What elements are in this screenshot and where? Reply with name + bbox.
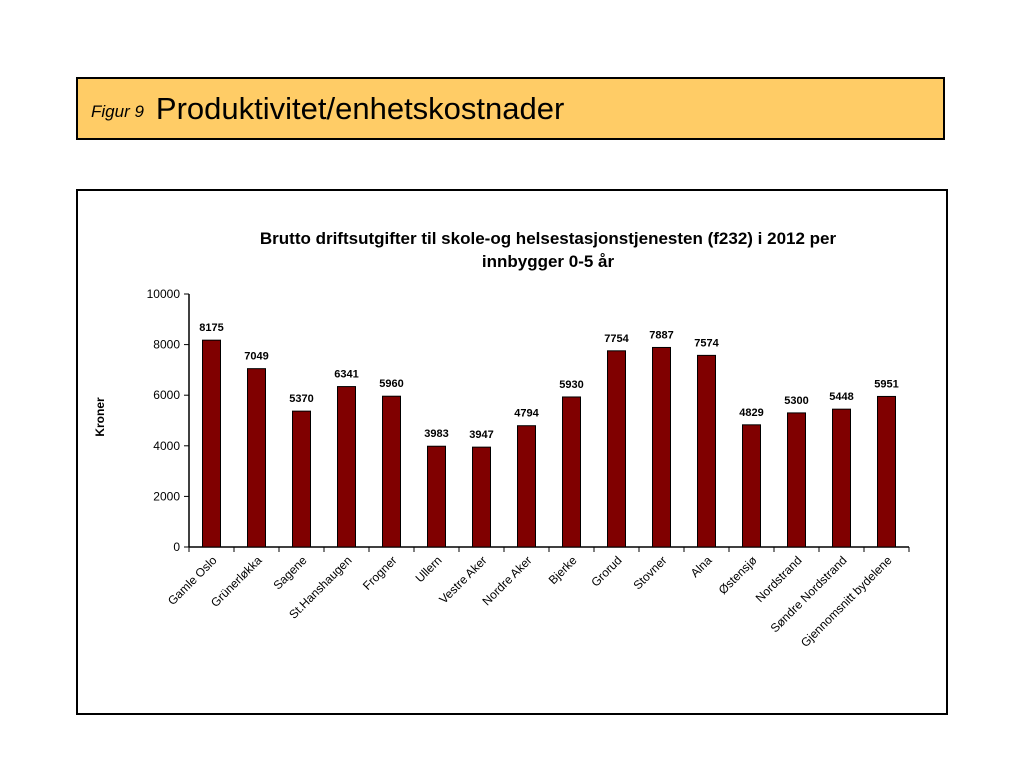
data-label: 4829 xyxy=(739,407,763,419)
category-label: Frogner xyxy=(360,553,400,593)
data-label: 3947 xyxy=(469,429,493,441)
bar xyxy=(292,410,311,548)
y-tick-label: 0 xyxy=(173,540,180,554)
bar xyxy=(832,408,851,548)
chart-frame: Brutto driftsutgifter til skole-og helse… xyxy=(76,189,948,715)
bar xyxy=(697,354,716,548)
bar xyxy=(202,339,221,548)
category-label: Ullern xyxy=(413,553,445,585)
data-label: 5930 xyxy=(559,379,583,391)
category-label: Søndre Nordstrand xyxy=(768,553,850,635)
bar xyxy=(337,386,356,548)
category-label: Sagene xyxy=(270,553,309,592)
data-label: 5448 xyxy=(829,391,853,403)
data-label: 8175 xyxy=(199,322,223,334)
bar xyxy=(517,425,536,548)
data-label: 5960 xyxy=(379,378,403,390)
y-tick-label: 10000 xyxy=(147,287,181,301)
bar xyxy=(562,396,581,548)
y-tick-label: 4000 xyxy=(153,439,180,453)
data-label: 7049 xyxy=(244,351,268,363)
category-label: Stovner xyxy=(630,553,669,592)
figure-title: Produktivitet/enhetskostnader xyxy=(155,90,565,126)
data-label: 5300 xyxy=(784,395,808,407)
category-label: Østensjø xyxy=(716,553,760,597)
data-label: 6341 xyxy=(334,369,358,381)
data-label: 7754 xyxy=(604,333,629,345)
bar xyxy=(742,424,761,548)
figure-label: Figur 9 xyxy=(91,101,144,121)
bar xyxy=(877,395,896,548)
bar-chart: Brutto driftsutgifter til skole-og helse… xyxy=(93,229,910,650)
bar xyxy=(247,368,266,548)
category-label: Bjerke xyxy=(546,553,580,587)
category-label: Alna xyxy=(688,553,715,580)
bar xyxy=(427,445,446,548)
data-label: 5951 xyxy=(874,378,898,390)
data-label: 7574 xyxy=(694,337,719,349)
bar xyxy=(607,350,626,548)
figure-header: Figur 9 Produktivitet/enhetskostnader xyxy=(76,77,945,140)
y-tick-label: 6000 xyxy=(153,388,180,402)
bar xyxy=(787,412,806,548)
category-label: Gjennomsnitt bydelene xyxy=(798,553,895,650)
bar xyxy=(472,446,491,548)
category-label: Grorud xyxy=(588,553,624,589)
y-tick-label: 2000 xyxy=(153,489,180,503)
data-label: 3983 xyxy=(424,428,448,440)
bar xyxy=(382,395,401,548)
y-axis-title: Kroner xyxy=(93,397,107,437)
data-label: 4794 xyxy=(514,408,539,420)
chart-title-line-1: Brutto driftsutgifter til skole-og helse… xyxy=(260,229,837,248)
bar xyxy=(652,346,671,548)
data-label: 5370 xyxy=(289,393,313,405)
chart-title-line-2: innbygger 0-5 år xyxy=(482,252,615,271)
y-tick-label: 8000 xyxy=(153,338,180,352)
data-label: 7887 xyxy=(649,329,673,341)
